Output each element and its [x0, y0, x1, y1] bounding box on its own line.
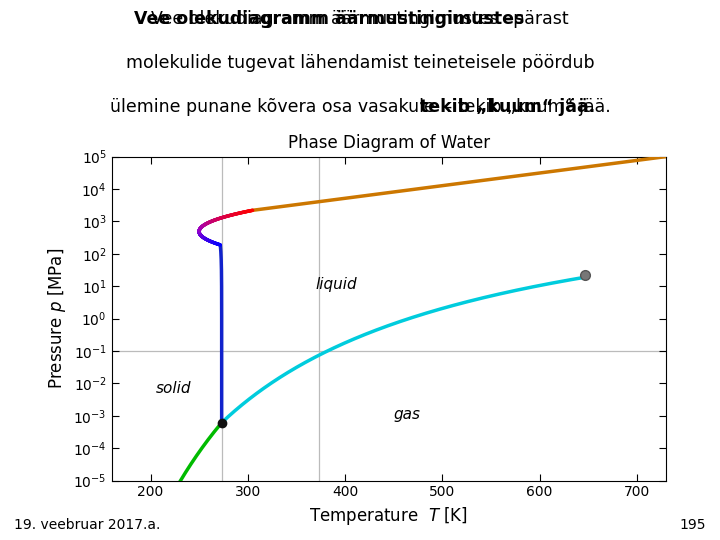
Text: Vee olekudiagramm äärmustingimustes –pärast: Vee olekudiagramm äärmustingimustes –pär…	[151, 10, 569, 29]
Text: tekib „kuum“ jää.: tekib „kuum“ jää.	[420, 98, 595, 117]
X-axis label: Temperature  $T$ [K]: Temperature $T$ [K]	[310, 505, 468, 527]
Text: Vee olekudiagramm äärmustingimustes: Vee olekudiagramm äärmustingimustes	[134, 10, 524, 29]
Title: Phase Diagram of Water: Phase Diagram of Water	[288, 134, 490, 152]
Text: liquid: liquid	[316, 278, 357, 292]
Y-axis label: Pressure $p$ [MPa]: Pressure $p$ [MPa]	[45, 248, 68, 389]
Text: gas: gas	[394, 407, 420, 422]
Text: 195: 195	[679, 518, 706, 532]
Text: ülemine punane kõvera osa vasakule  - tekib „kuum“ jää.: ülemine punane kõvera osa vasakule - tek…	[109, 98, 611, 117]
Text: 19. veebruar 2017.a.: 19. veebruar 2017.a.	[14, 518, 161, 532]
Text: molekulide tugevat lähendamist teineteisele pöördub: molekulide tugevat lähendamist teineteis…	[126, 55, 594, 72]
Text: solid: solid	[156, 381, 191, 396]
